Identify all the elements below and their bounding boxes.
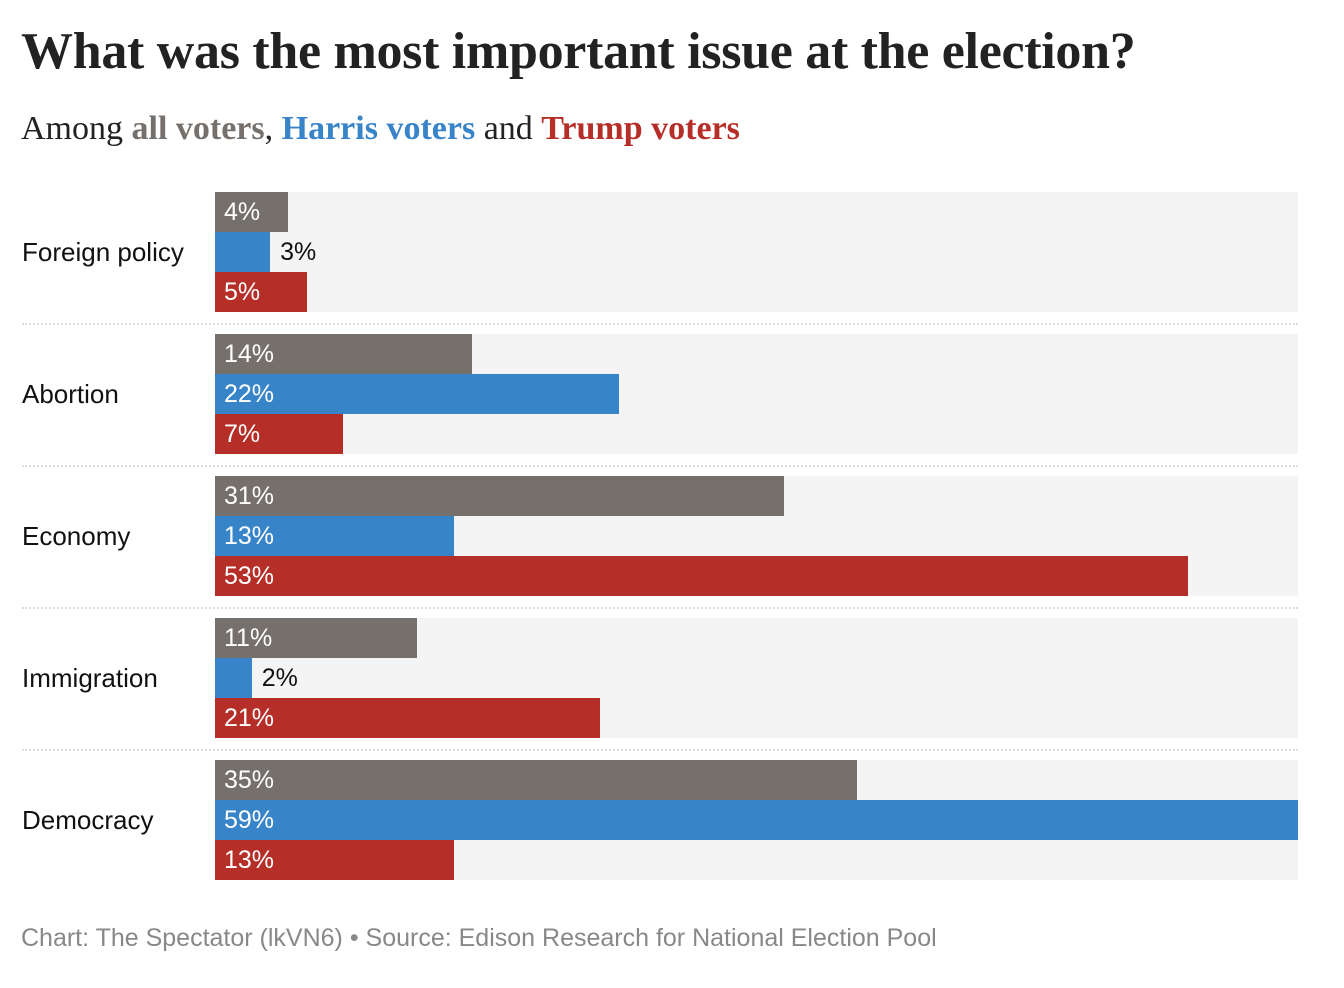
bar-harris [215, 658, 252, 698]
group-divider [22, 607, 1298, 609]
legend-harris-voters: Harris voters [281, 110, 476, 147]
chart-footer: Chart: The Spectator (lkVN6) • Source: E… [21, 924, 937, 952]
data-label-harris: 2% [261, 664, 298, 692]
bar-all [215, 618, 417, 658]
bar-trump [215, 272, 307, 312]
data-label-all: 11% [224, 624, 273, 652]
data-label-trump: 5% [224, 278, 261, 306]
subtitle-sep: and [475, 110, 542, 147]
bar-chart: Foreign policy 4% 3% 5% Abortion 14% 22% 7% Econ… [22, 192, 1298, 880]
bar-harris [215, 374, 619, 414]
bar-all [215, 192, 289, 232]
data-label-harris: 22% [224, 380, 275, 408]
group-divider [22, 465, 1298, 467]
bar-all [215, 760, 858, 800]
bar-trump [215, 698, 601, 738]
data-label-trump: 21% [224, 704, 275, 732]
data-label-harris: 3% [280, 238, 317, 266]
legend-all-voters: all voters [131, 110, 265, 147]
bar-harris [215, 516, 454, 556]
category-label: Abortion [22, 379, 119, 409]
bar-all [215, 476, 785, 516]
category-label: Immigration [22, 663, 158, 693]
group-background [215, 192, 1298, 312]
bar-trump [215, 840, 454, 880]
bar-harris [215, 232, 271, 272]
data-label-trump: 53% [224, 562, 275, 590]
bar-harris [215, 800, 1298, 840]
chart-title: What was the most important issue at the… [21, 23, 1136, 80]
data-label-trump: 13% [224, 846, 275, 874]
subtitle-sep: , [264, 110, 282, 147]
legend-trump-voters: Trump voters [541, 110, 740, 147]
data-label-all: 35% [224, 766, 275, 794]
data-label-trump: 7% [224, 420, 261, 448]
category-label: Foreign policy [22, 237, 184, 267]
group-divider [22, 323, 1298, 325]
bar-trump [215, 556, 1188, 596]
bar-all [215, 334, 472, 374]
data-label-all: 14% [224, 340, 275, 368]
subtitle-prefix: Among [21, 110, 132, 147]
group-divider [22, 749, 1298, 751]
chart-subtitle: Among all voters, Harris voters and Trum… [21, 110, 740, 148]
category-label: Economy [22, 521, 131, 551]
data-label-harris: 59% [224, 806, 275, 834]
category-label: Democracy [22, 805, 154, 835]
data-label-all: 31% [224, 482, 275, 510]
data-label-harris: 13% [224, 522, 275, 550]
bar-trump [215, 414, 344, 454]
data-label-all: 4% [224, 198, 261, 226]
